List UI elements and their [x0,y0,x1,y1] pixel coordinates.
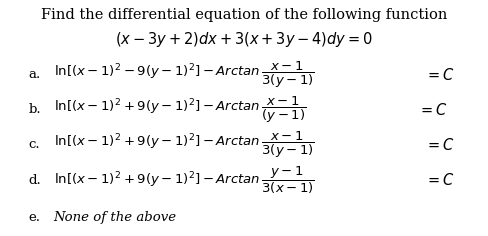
Text: $\mathrm{ln}[(x-1)^2 + 9(y-1)^2] - Arctan\,\dfrac{x-1}{3(y-1)}$: $\mathrm{ln}[(x-1)^2 + 9(y-1)^2] - Arcta… [54,130,315,160]
Text: $\mathrm{ln}[(x-1)^2 - 9(y-1)^2] - Arctan\,\dfrac{x-1}{3(y-1)}$: $\mathrm{ln}[(x-1)^2 - 9(y-1)^2] - Arcta… [54,59,315,90]
Text: $(x - 3y + 2)dx + 3(x + 3y - 4)dy = 0$: $(x - 3y + 2)dx + 3(x + 3y - 4)dy = 0$ [115,30,373,49]
Text: $= C$: $= C$ [425,67,455,83]
Text: e.: e. [28,211,41,224]
Text: Find the differential equation of the following function: Find the differential equation of the fo… [41,8,447,22]
Text: d.: d. [28,174,41,187]
Text: c.: c. [28,139,40,152]
Text: $= C$: $= C$ [418,102,448,118]
Text: b.: b. [28,103,41,116]
Text: $\mathrm{ln}[(x-1)^2 + 9(y-1)^2] - Arctan\,\dfrac{y-1}{3(x-1)}$: $\mathrm{ln}[(x-1)^2 + 9(y-1)^2] - Arcta… [54,165,315,196]
Text: None of the above: None of the above [54,211,177,224]
Text: $= C$: $= C$ [425,137,455,153]
Text: $= C$: $= C$ [425,172,455,188]
Text: a.: a. [28,68,41,81]
Text: $\mathrm{ln}[(x-1)^2 + 9(y-1)^2] - Arctan\,\dfrac{x-1}{(y-1)}$: $\mathrm{ln}[(x-1)^2 + 9(y-1)^2] - Arcta… [54,95,306,125]
